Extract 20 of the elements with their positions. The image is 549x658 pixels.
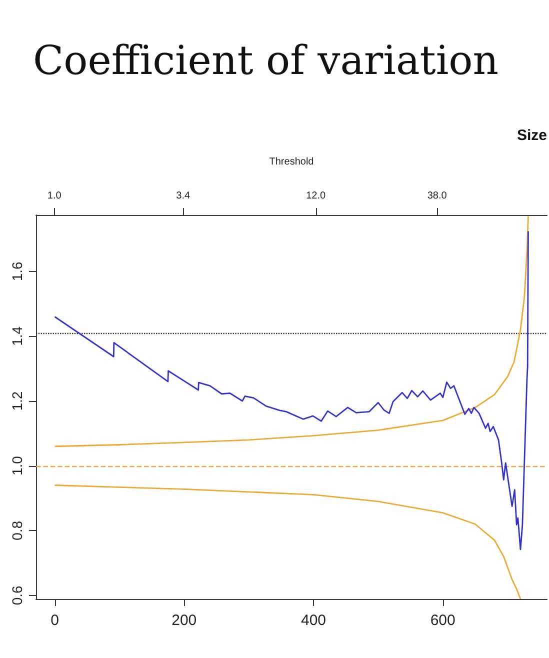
line-series [54,484,522,600]
line-series [54,216,529,448]
y-tick-label: 0.6 [9,585,25,606]
x2-tick-label: 1.0 [47,190,62,202]
x-tick-label: 400 [300,612,326,629]
x2-tick-label: 12.0 [306,190,326,202]
x2-axis-title: Threshold [269,156,314,168]
y-tick-label: 1.2 [9,391,25,411]
x-tick-label: 0 [50,612,59,629]
text: Size [516,127,547,144]
x2-tick-label: 38.0 [427,190,448,202]
y-tick-label: 1.4 [9,326,25,346]
chart-title: Coefficient of variation [33,38,499,84]
y-tick-label: 1.0 [9,456,25,476]
y-tick-label: 0.8 [9,520,25,540]
y-tick-label: 1.6 [9,261,25,282]
x2-tick-label: 3.4 [176,190,190,202]
x-tick-label: 200 [172,612,197,629]
line-series [54,230,529,550]
x-tick-label: 600 [430,612,456,629]
